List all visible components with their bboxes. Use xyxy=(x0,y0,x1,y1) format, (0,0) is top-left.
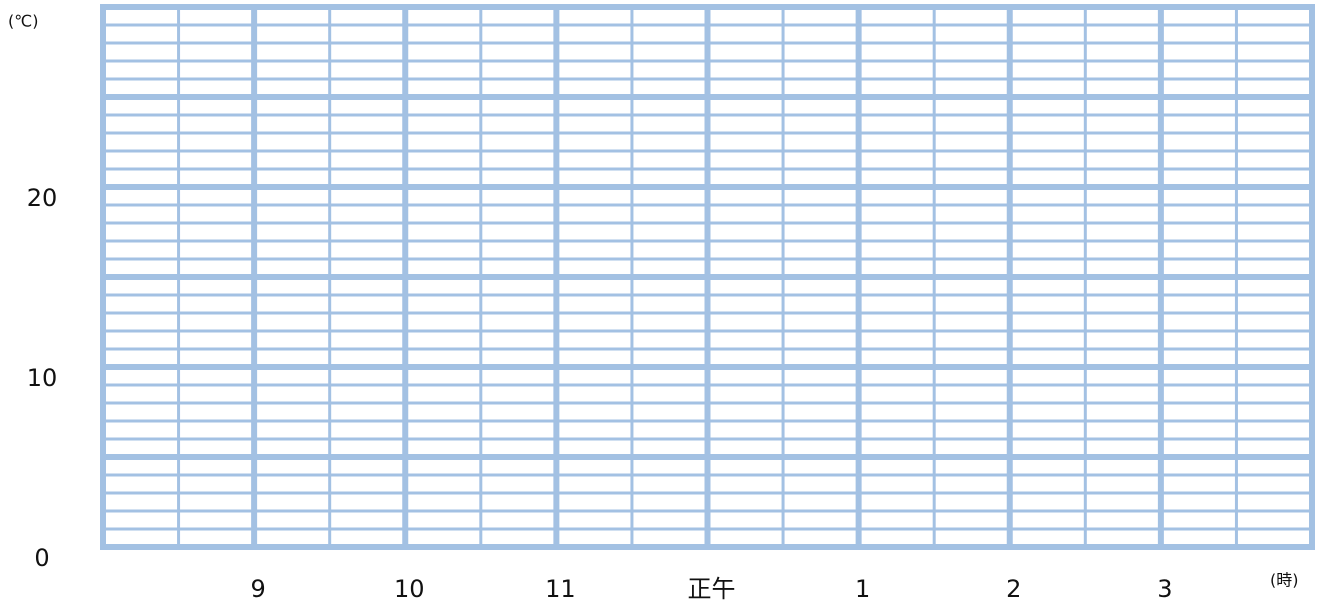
y-tick-label: 0 xyxy=(34,544,49,572)
x-tick-label: 10 xyxy=(394,575,425,602)
y-tick-label: 10 xyxy=(27,364,58,392)
x-axis-unit: (時) xyxy=(1270,571,1299,590)
x-tick-label: 2 xyxy=(1006,575,1021,602)
x-tick-label: 正午 xyxy=(688,575,736,602)
y-axis-unit: (℃) xyxy=(8,12,38,31)
y-tick-label: 20 xyxy=(27,184,58,212)
x-tick-label: 3 xyxy=(1157,575,1172,602)
x-tick-label: 9 xyxy=(250,575,265,602)
x-tick-label: 11 xyxy=(545,575,576,602)
x-tick-label: 1 xyxy=(855,575,870,602)
